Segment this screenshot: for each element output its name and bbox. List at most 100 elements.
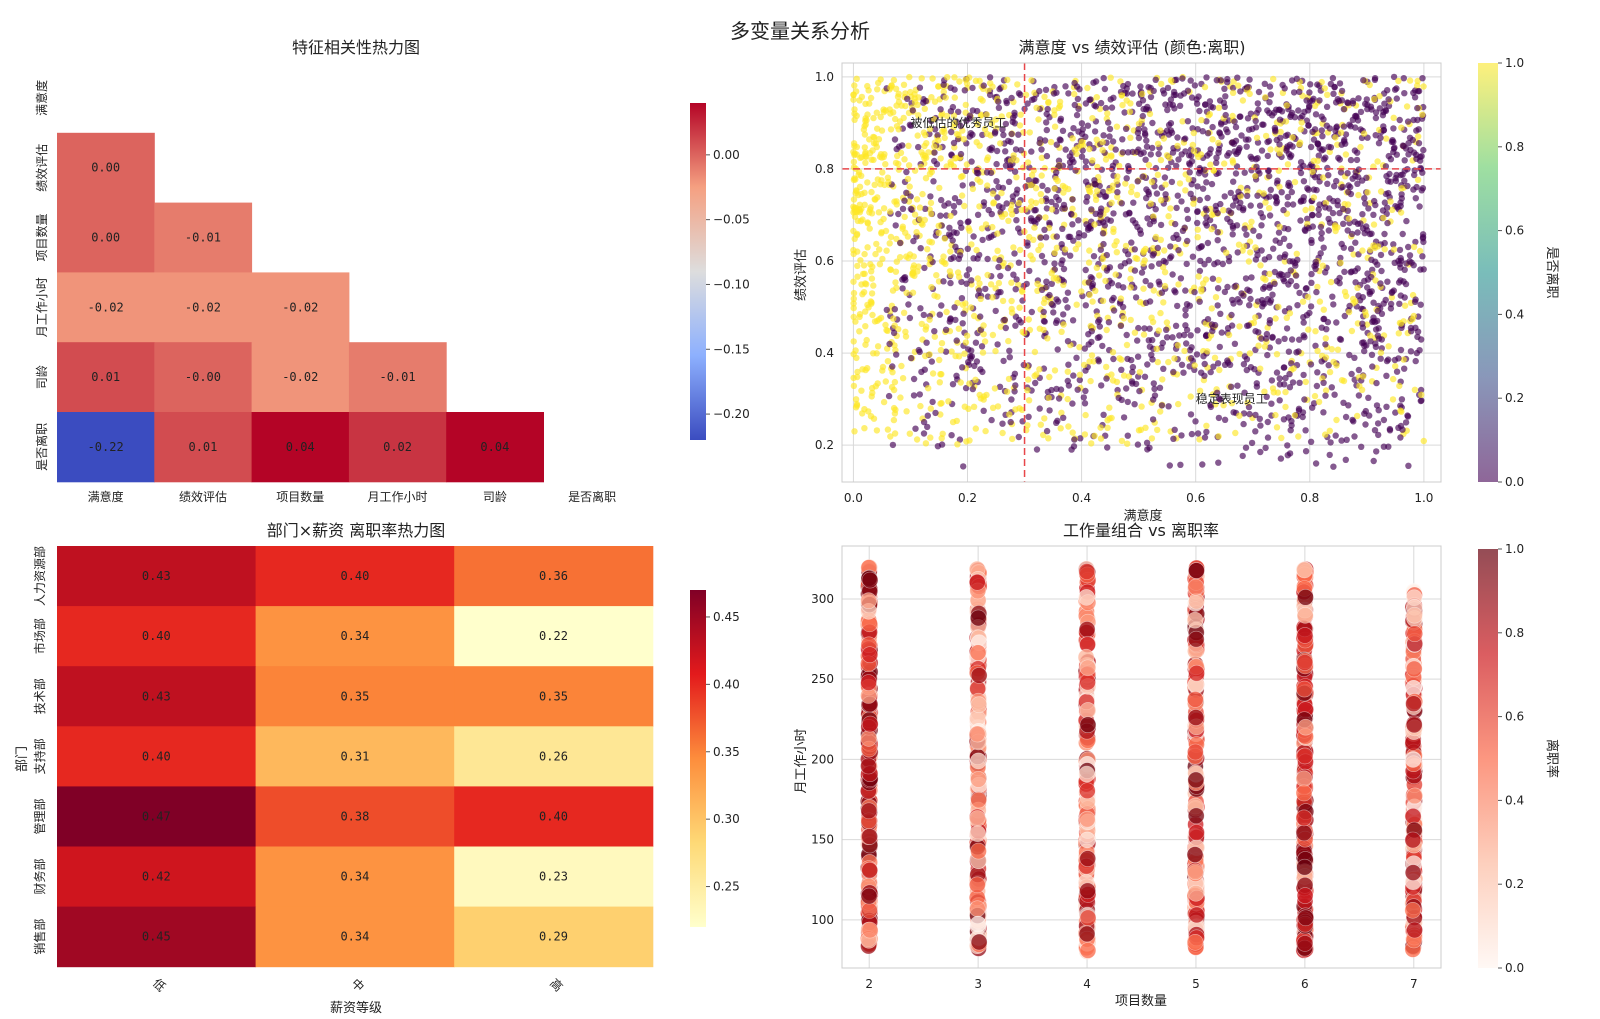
satisfaction-point [1364,189,1371,196]
satisfaction-point [951,94,958,101]
satisfaction-point [1140,249,1147,256]
satisfaction-point [1266,270,1273,278]
satisfaction-point [1134,353,1142,360]
satisfaction-point [1027,215,1035,222]
satisfaction-point [1402,419,1410,426]
workload-scatter-title: 工作量组合 vs 离职率 [1063,521,1219,540]
satisfaction-point [1053,419,1060,426]
satisfaction-point [1375,335,1383,342]
satisfaction-point [1323,326,1330,333]
satisfaction-point [902,276,909,284]
satisfaction-point [1219,260,1227,268]
satisfaction-point [974,211,982,218]
satisfaction-point [1267,186,1275,193]
dept-row-label: 支持部 [32,738,47,774]
satisfaction-point [852,396,860,403]
satisfaction-point [1384,87,1391,94]
departure-colorbar-bar [1478,63,1498,482]
satisfaction-point [851,116,858,124]
satisfaction-point [935,137,942,144]
satisfaction-point [1113,238,1120,245]
satisfaction-point [1024,100,1031,107]
satisfaction-point [917,245,924,252]
satisfaction-point [1147,93,1155,101]
dept-salary-cell-label: 0.29 [539,930,568,944]
satisfaction-point [1074,386,1081,393]
satisfaction-point [1332,227,1339,235]
satisfaction-point [1171,426,1178,433]
satisfaction-point [1169,101,1177,109]
satisfaction-point [1361,195,1368,202]
satisfaction-point [1381,100,1388,107]
satisfaction-point [1404,118,1412,125]
satisfaction-point [1308,239,1315,246]
satisfaction-point [1326,368,1334,376]
satisfaction-point [1127,100,1134,107]
satisfaction-point [850,313,857,321]
satisfaction-point [1401,365,1408,372]
satisfaction-point [859,410,866,417]
satisfaction-point [1256,415,1264,422]
satisfaction-point [1029,256,1036,263]
satisfaction-point [1289,201,1297,208]
satisfaction-point [1123,175,1130,182]
satisfaction-point [857,154,864,161]
satisfaction-point [1155,150,1162,158]
workload-axes-frame [841,545,1442,969]
satisfaction-point [850,382,858,390]
satisfaction-point [1239,97,1247,104]
satisfaction-point [863,336,870,344]
workload-point [861,921,879,939]
satisfaction-point [1203,428,1210,436]
satisfaction-point [931,333,938,340]
satisfaction-point [1154,244,1162,252]
satisfaction-point [1255,329,1262,336]
satisfaction-point [1385,443,1392,450]
satisfaction-point [1302,427,1309,434]
satisfaction-point [956,436,964,443]
satisfaction-point [1114,386,1121,394]
satisfaction-point [1157,127,1164,134]
satisfaction-point [976,287,983,294]
satisfaction-point [1130,199,1137,206]
satisfaction-point [935,229,942,237]
satisfaction-point [1182,148,1189,155]
satisfaction-point [884,174,892,181]
satisfaction-point [1235,82,1242,89]
satisfaction-point [1089,157,1096,164]
satisfaction-point [1341,268,1348,275]
satisfaction-point [1132,294,1140,301]
satisfaction-point [1340,106,1348,113]
satisfaction-point [862,121,869,128]
satisfaction-point [1406,77,1414,84]
satisfaction-point [1208,180,1216,188]
satisfaction-point [1060,281,1067,288]
satisfaction-point [947,232,954,240]
satisfaction-point [1234,74,1241,81]
satisfaction-point [1110,355,1117,363]
satisfaction-point [1009,114,1017,122]
satisfaction-point [1086,145,1093,153]
satisfaction-point [1091,432,1098,439]
workload-x-tick-label: 4 [1083,977,1091,991]
satisfaction-point [1122,242,1130,250]
satisfaction-point [1059,127,1067,134]
satisfaction-point [961,350,968,357]
satisfaction-point [1367,338,1374,345]
satisfaction-point [1152,206,1159,213]
satisfaction-point [1056,136,1064,143]
satisfaction-point [1312,111,1320,118]
turnover-colorbar-tick-label: 0.0 [1505,961,1524,975]
satisfaction-point [1299,112,1306,120]
satisfaction-point [877,76,884,83]
satisfaction-point [1066,159,1074,166]
satisfaction-point [1300,371,1307,379]
satisfaction-point [943,112,951,120]
workload-point [1187,578,1204,596]
satisfaction-point [956,78,963,85]
dept-salary-cell [57,606,257,667]
satisfaction-point [1008,396,1015,403]
satisfaction-point [1175,247,1182,254]
satisfaction-point [948,348,955,355]
satisfaction-point [1282,132,1290,139]
